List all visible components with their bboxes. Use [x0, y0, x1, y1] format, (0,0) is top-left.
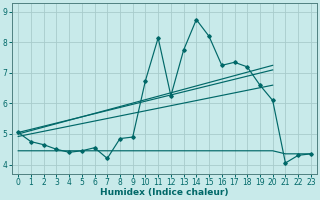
- X-axis label: Humidex (Indice chaleur): Humidex (Indice chaleur): [100, 188, 229, 197]
